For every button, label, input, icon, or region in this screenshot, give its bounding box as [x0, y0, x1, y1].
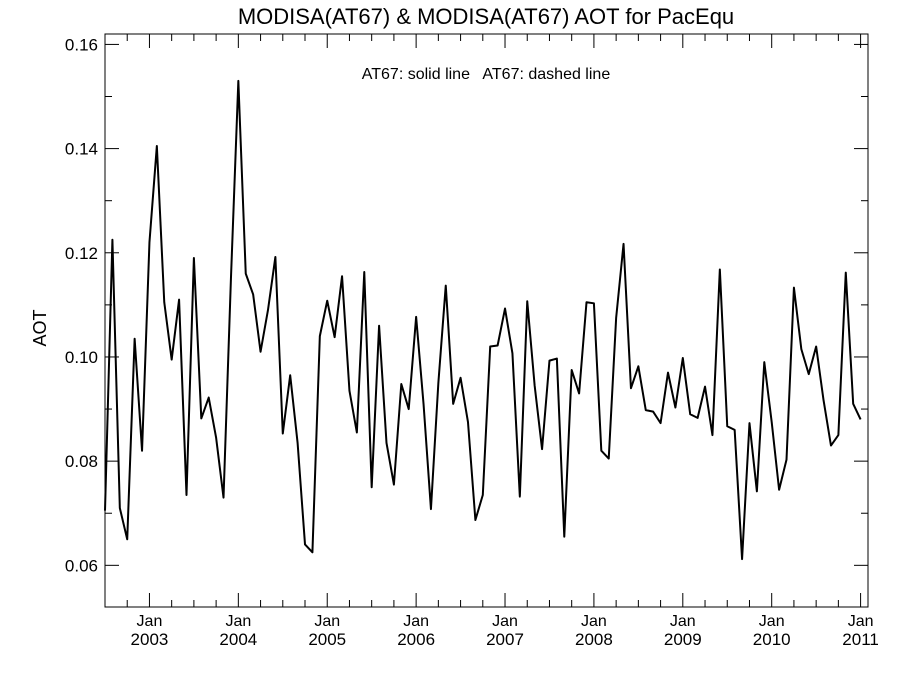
x-tick-month-label: Jan — [403, 613, 429, 630]
y-tick-label: 0.14 — [65, 140, 98, 159]
x-tick-year-label: 2004 — [219, 630, 257, 649]
y-axis-label: AOT — [30, 309, 50, 346]
x-tick-month-label: Jan — [492, 613, 518, 630]
series-layer — [104, 79, 862, 561]
y-axis: 0.06 0.08 0.10 0.12 0.14 0.16 — [65, 35, 868, 575]
y-tick-label: 0.16 — [65, 35, 98, 54]
y-tick-label: 0.10 — [65, 348, 98, 367]
series-line-solid — [104, 79, 862, 561]
x-tick-month-label: Jan — [581, 613, 607, 630]
x-tick-month-label: Jan — [670, 613, 696, 630]
x-axis: Jan2003Jan2004Jan2005Jan2006Jan2007Jan20… — [104, 34, 879, 649]
x-tick-year-label: 2010 — [753, 630, 791, 649]
y-tick-label: 0.08 — [65, 452, 98, 471]
x-tick-year-label: 2007 — [486, 630, 524, 649]
x-tick-year-label: 2005 — [308, 630, 346, 649]
x-tick-year-label: 2003 — [131, 630, 169, 649]
plot-frame — [104, 33, 869, 608]
x-tick-month-label: Jan — [225, 613, 251, 630]
x-tick-year-label: 2011 — [842, 630, 879, 649]
x-tick-month-label: Jan — [314, 613, 340, 630]
x-tick-year-label: 2006 — [397, 630, 435, 649]
x-tick-year-label: 2009 — [664, 630, 702, 649]
x-tick-month-label: Jan — [759, 613, 785, 630]
y-tick-label: 0.06 — [65, 556, 98, 575]
x-tick-month-label: Jan — [137, 613, 163, 630]
x-tick-year-label: 2008 — [575, 630, 613, 649]
legend-text: AT67: solid line AT67: dashed line — [362, 66, 611, 83]
x-tick-month-label: Jan — [848, 613, 874, 630]
chart-title: MODISA(AT67) & MODISA(AT67) AOT for PacE… — [238, 4, 734, 29]
y-tick-label: 0.12 — [65, 244, 98, 263]
